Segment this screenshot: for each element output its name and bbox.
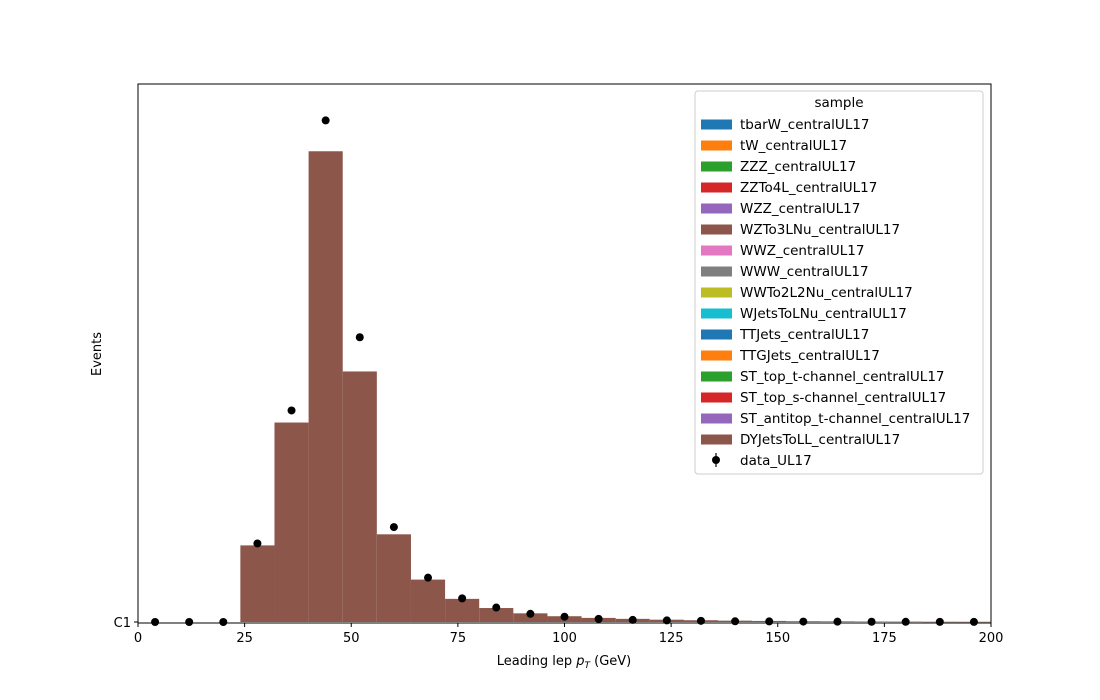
- data-point: [355, 333, 364, 342]
- legend-entry-label: ST_top_s-channel_centralUL17: [740, 390, 946, 406]
- legend-entry-label: WWTo2L2Nu_centralUL17: [740, 285, 913, 301]
- legend-swatch: [701, 329, 732, 340]
- data-point: [969, 617, 978, 626]
- x-tick-label: 0: [134, 631, 142, 646]
- legend-entry-label: ST_top_t-channel_centralUL17: [740, 369, 945, 385]
- histogram-bar: [342, 371, 377, 622]
- y-tick-label: C1: [114, 616, 131, 631]
- x-tick-label: 25: [236, 631, 253, 646]
- data-point: [424, 573, 433, 582]
- data-point: [594, 614, 603, 623]
- legend-entry-label: WWZ_centralUL17: [740, 243, 864, 259]
- x-tick-label: 75: [450, 631, 467, 646]
- legend-swatch: [701, 308, 732, 319]
- histogram-bar: [308, 151, 343, 622]
- data-point: [731, 617, 740, 626]
- legend-swatch: [701, 413, 732, 424]
- legend-swatch: [701, 182, 732, 193]
- legend-title: sample: [814, 95, 863, 111]
- legend-swatch: [701, 119, 732, 130]
- legend-entry-label: tW_centralUL17: [740, 138, 847, 154]
- data-point: [560, 612, 569, 621]
- x-axis: 0 25 50 75 100 125 150 175 200: [134, 623, 1004, 646]
- legend-entries: tbarW_centralUL17 tW_centralUL17 ZZZ_centr…: [701, 117, 970, 469]
- legend-swatch: [701, 161, 732, 172]
- legend-entry-label: DYJetsToLL_centralUL17: [740, 432, 900, 448]
- legend-entry-label: ZZTo4L_centralUL17: [740, 180, 877, 196]
- data-point: [287, 406, 296, 415]
- legend-swatch: [701, 350, 732, 361]
- legend-entry-label: WWW_centralUL17: [740, 264, 869, 280]
- legend-box: [694, 90, 984, 475]
- legend-swatch: [701, 140, 732, 151]
- x-tick-label: 100: [552, 631, 577, 646]
- legend-entry-label: WZTo3LNu_centralUL17: [740, 222, 900, 238]
- data-point: [492, 603, 501, 612]
- legend-data-marker: [712, 456, 720, 464]
- histogram-bar: [410, 579, 446, 622]
- histogram-bar: [376, 534, 411, 622]
- data-point: [696, 616, 705, 625]
- histogram-bar: [445, 598, 480, 622]
- data-point: [628, 615, 637, 624]
- data-point: [321, 116, 330, 125]
- y-axis-label: Events: [90, 332, 105, 376]
- data-point: [662, 616, 671, 625]
- histogram-bar: [479, 608, 514, 622]
- legend-entry-label: TTGJets_centralUL17: [739, 348, 880, 364]
- data-point: [458, 594, 467, 603]
- data-point: [389, 523, 398, 532]
- legend-swatch: [701, 224, 732, 235]
- legend-entry-label: WZZ_centralUL17: [740, 201, 860, 217]
- legend-data-label: data_UL17: [740, 453, 812, 469]
- histogram-bar: [240, 545, 275, 622]
- x-tick-label: 175: [872, 631, 897, 646]
- legend-swatch: [701, 266, 732, 277]
- data-point: [526, 609, 535, 618]
- legend-entry-label: TTJets_centralUL17: [739, 327, 869, 343]
- legend-swatch: [701, 434, 732, 445]
- data-point: [833, 617, 842, 626]
- legend-entry-label: WJetsToLNu_centralUL17: [740, 306, 907, 322]
- x-tick-label: 150: [765, 631, 790, 646]
- legend-entry-label: ZZZ_centralUL17: [740, 159, 856, 175]
- data-point: [799, 617, 808, 626]
- x-tick-label: 125: [659, 631, 684, 646]
- y-axis: C1: [114, 616, 138, 631]
- x-tick-label: 50: [343, 631, 360, 646]
- data-point: [253, 539, 262, 548]
- data-point: [867, 617, 876, 626]
- legend: sample tbarW_centralUL17 tW_centralUL17 ZZ…: [694, 90, 984, 475]
- data-point: [935, 617, 944, 626]
- legend-swatch: [701, 392, 732, 403]
- histogram-bar: [274, 422, 309, 622]
- legend-swatch: [701, 287, 732, 298]
- legend-swatch: [701, 245, 732, 256]
- legend-entry-label: tbarW_centralUL17: [740, 117, 870, 133]
- data-point: [219, 618, 228, 626]
- x-tick-label: 200: [979, 631, 1004, 646]
- x-axis-label: Leading lep pT (GeV): [497, 654, 631, 671]
- data-point: [185, 618, 194, 626]
- legend-swatch: [701, 203, 732, 214]
- data-point: [765, 617, 774, 626]
- legend-entry-label: ST_antitop_t-channel_centralUL17: [740, 411, 970, 427]
- data-point: [901, 617, 910, 626]
- data-point: [151, 618, 160, 626]
- legend-swatch: [701, 371, 732, 382]
